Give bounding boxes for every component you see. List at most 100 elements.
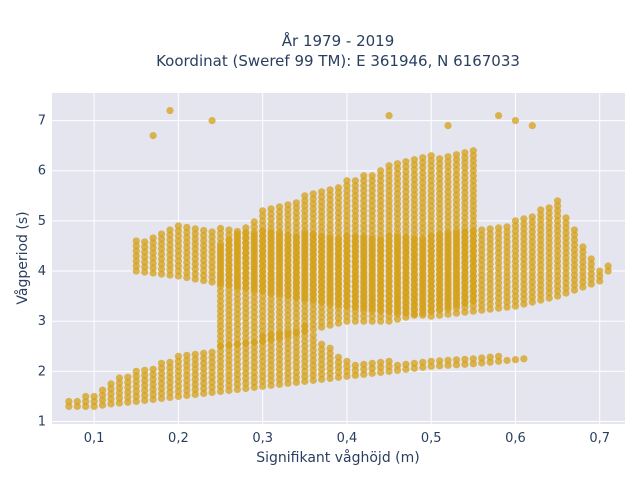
data-point (351, 253, 359, 261)
data-point (419, 286, 427, 294)
data-point (427, 167, 435, 175)
data-point (216, 264, 225, 273)
data-point (292, 309, 300, 317)
data-point (267, 278, 275, 287)
data-point (486, 285, 494, 293)
data-point (242, 264, 250, 272)
data-point (410, 201, 418, 209)
data-point (174, 247, 182, 255)
data-point (334, 209, 343, 217)
data-point (200, 226, 208, 235)
data-point (444, 203, 452, 211)
data-point (553, 287, 562, 295)
data-point (436, 281, 444, 289)
data-point (284, 206, 292, 214)
data-point (427, 157, 435, 165)
data-point (377, 167, 385, 175)
data-point (351, 233, 359, 241)
data-point (444, 188, 452, 196)
data-point (259, 282, 267, 290)
data-point (385, 287, 393, 295)
data-point (368, 235, 376, 243)
data-point (309, 336, 317, 344)
data-point (284, 344, 292, 352)
data-point (242, 249, 250, 257)
data-point (200, 251, 208, 260)
data-point (318, 298, 326, 306)
data-point (410, 191, 418, 199)
data-point (284, 292, 292, 300)
data-point (326, 294, 334, 302)
data-point (461, 355, 469, 363)
data-point (553, 207, 562, 215)
data-point (436, 160, 444, 168)
data-point (334, 309, 343, 317)
data-point (461, 243, 469, 251)
data-point (334, 235, 343, 244)
data-point (537, 211, 545, 219)
data-point (410, 181, 418, 189)
data-point (511, 272, 520, 280)
data-point (267, 215, 275, 223)
data-point (309, 200, 317, 208)
data-point (166, 256, 174, 264)
data-point (469, 147, 477, 155)
data-point (174, 242, 182, 250)
data-point (360, 234, 368, 242)
data-point (461, 283, 469, 291)
data-point (436, 205, 444, 213)
data-point (124, 383, 132, 391)
data-point (419, 159, 427, 167)
data-point (242, 339, 250, 347)
data-point (545, 279, 553, 287)
data-point (427, 287, 435, 295)
data-point (452, 279, 461, 287)
data-point (284, 246, 292, 255)
data-point (427, 237, 435, 245)
data-point (309, 266, 317, 274)
data-point (174, 387, 182, 396)
data-point (208, 388, 216, 397)
data-point (200, 364, 208, 372)
data-point (461, 258, 469, 266)
data-point (174, 232, 182, 240)
data-point (174, 227, 182, 235)
data-point (343, 282, 351, 290)
data-point (469, 197, 477, 205)
data-point (326, 206, 334, 214)
data-point (427, 307, 435, 315)
data-point (343, 372, 351, 380)
data-point (292, 324, 300, 332)
data-point (275, 308, 284, 316)
data-point (73, 397, 81, 406)
data-point (334, 353, 343, 361)
data-point (225, 301, 233, 309)
data-point (579, 258, 587, 266)
data-point (115, 379, 124, 387)
data-point (419, 301, 427, 309)
data-point (469, 152, 477, 160)
data-point (301, 229, 309, 238)
data-point (318, 375, 326, 383)
data-point (360, 187, 368, 195)
data-point (503, 248, 511, 256)
data-point (216, 302, 225, 310)
data-point (419, 281, 427, 289)
data-point (351, 212, 359, 220)
data-point (461, 209, 469, 217)
data-point (377, 227, 385, 235)
data-point (528, 223, 536, 231)
data-point (452, 361, 461, 369)
data-point (368, 212, 376, 220)
data-point (259, 242, 267, 250)
data-point (495, 299, 503, 307)
data-point (402, 218, 410, 226)
data-point (377, 266, 385, 274)
data-point (309, 320, 317, 328)
data-point (149, 269, 157, 277)
data-point (334, 280, 343, 289)
data-point (393, 273, 402, 281)
data-point (368, 177, 376, 185)
data-point (427, 272, 435, 280)
data-point (360, 317, 368, 325)
